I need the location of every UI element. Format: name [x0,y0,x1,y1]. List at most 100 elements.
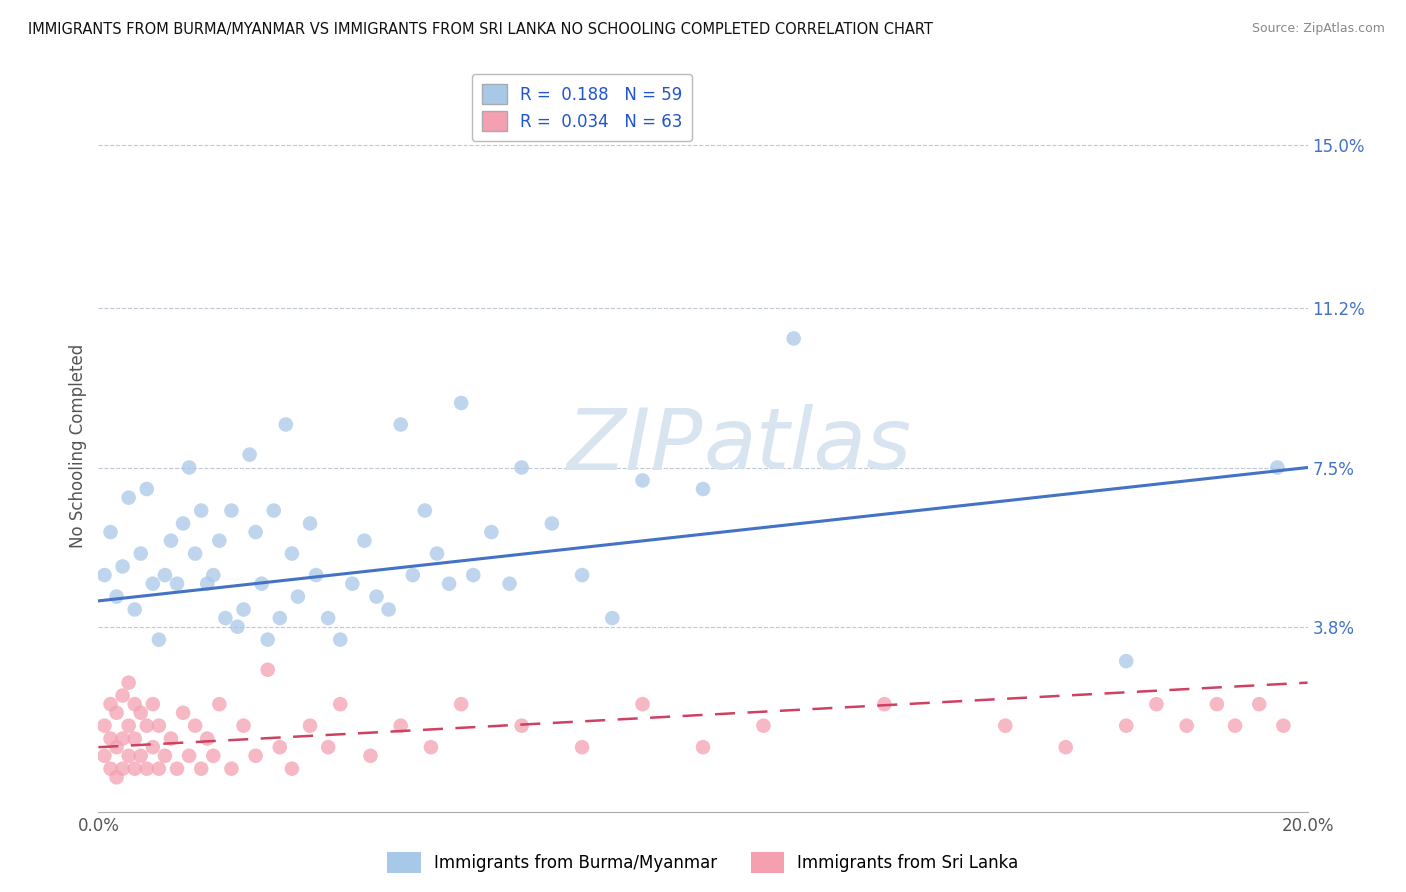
Point [124,762,146,776]
Point [118,491,141,505]
Point [135,762,157,776]
Point [142,697,165,711]
Text: atlas: atlas [703,404,911,488]
Point [377,602,399,616]
Point [510,460,533,475]
Point [256,632,278,647]
Point [166,576,188,591]
Point [105,590,128,604]
Point [437,576,460,591]
Point [142,740,165,755]
Point [190,762,212,776]
Point [221,503,243,517]
Point [245,524,267,539]
Point [184,719,207,733]
Point [353,533,375,548]
Point [287,590,309,604]
Point [1272,719,1295,733]
Point [1115,719,1137,733]
Point [342,576,364,591]
Point [166,762,188,776]
Point [281,762,304,776]
Point [481,524,503,539]
Point [360,748,382,763]
Point [190,503,212,517]
Point [202,568,225,582]
Point [366,590,388,604]
Point [111,559,134,574]
Point [269,611,291,625]
Point [214,611,236,625]
Point [118,748,141,763]
Point [111,689,134,703]
Point [631,697,654,711]
Point [153,748,176,763]
Y-axis label: No Schooling Completed: No Schooling Completed [69,344,87,548]
Point [420,740,443,755]
Point [1054,740,1077,755]
Point [463,568,485,582]
Point [752,719,775,733]
Point [172,516,194,531]
Point [305,568,328,582]
Point [281,547,304,561]
Point [232,719,254,733]
Point [1206,697,1229,711]
Point [510,719,533,733]
Point [105,706,128,720]
Point [135,719,157,733]
Point [239,448,262,462]
Point [118,719,141,733]
Text: IMMIGRANTS FROM BURMA/MYANMAR VS IMMIGRANTS FROM SRI LANKA NO SCHOOLING COMPLETE: IMMIGRANTS FROM BURMA/MYANMAR VS IMMIGRA… [28,22,934,37]
Point [299,516,322,531]
Point [195,731,218,746]
Point [389,417,412,432]
Point [100,731,122,746]
Point [129,547,152,561]
Point [413,503,436,517]
Point [208,533,231,548]
Point [498,576,520,591]
Point [274,417,297,432]
Point [245,748,267,763]
Point [329,632,352,647]
Point [631,474,654,488]
Legend: R =  0.188   N = 59, R =  0.034   N = 63: R = 0.188 N = 59, R = 0.034 N = 63 [472,74,692,141]
Point [316,611,339,625]
Point [389,719,412,733]
Point [93,719,115,733]
Point [208,697,231,711]
Legend: Immigrants from Burma/Myanmar, Immigrants from Sri Lanka: Immigrants from Burma/Myanmar, Immigrant… [381,846,1025,880]
Point [93,748,115,763]
Point [172,706,194,720]
Point [105,740,128,755]
Point [316,740,339,755]
Point [184,547,207,561]
Point [179,748,201,763]
Point [135,482,157,496]
Point [232,602,254,616]
Point [269,740,291,755]
Point [124,731,146,746]
Point [111,762,134,776]
Point [263,503,285,517]
Point [426,547,449,561]
Point [873,697,896,711]
Point [118,675,141,690]
Point [148,762,170,776]
Point [160,533,183,548]
Point [100,697,122,711]
Point [100,524,122,539]
Point [93,568,115,582]
Point [256,663,278,677]
Point [450,396,472,410]
Point [129,748,152,763]
Point [329,697,352,711]
Point [540,516,562,531]
Point [571,740,593,755]
Point [153,568,176,582]
Point [1223,719,1246,733]
Point [100,762,122,776]
Point [221,762,243,776]
Point [1249,697,1271,711]
